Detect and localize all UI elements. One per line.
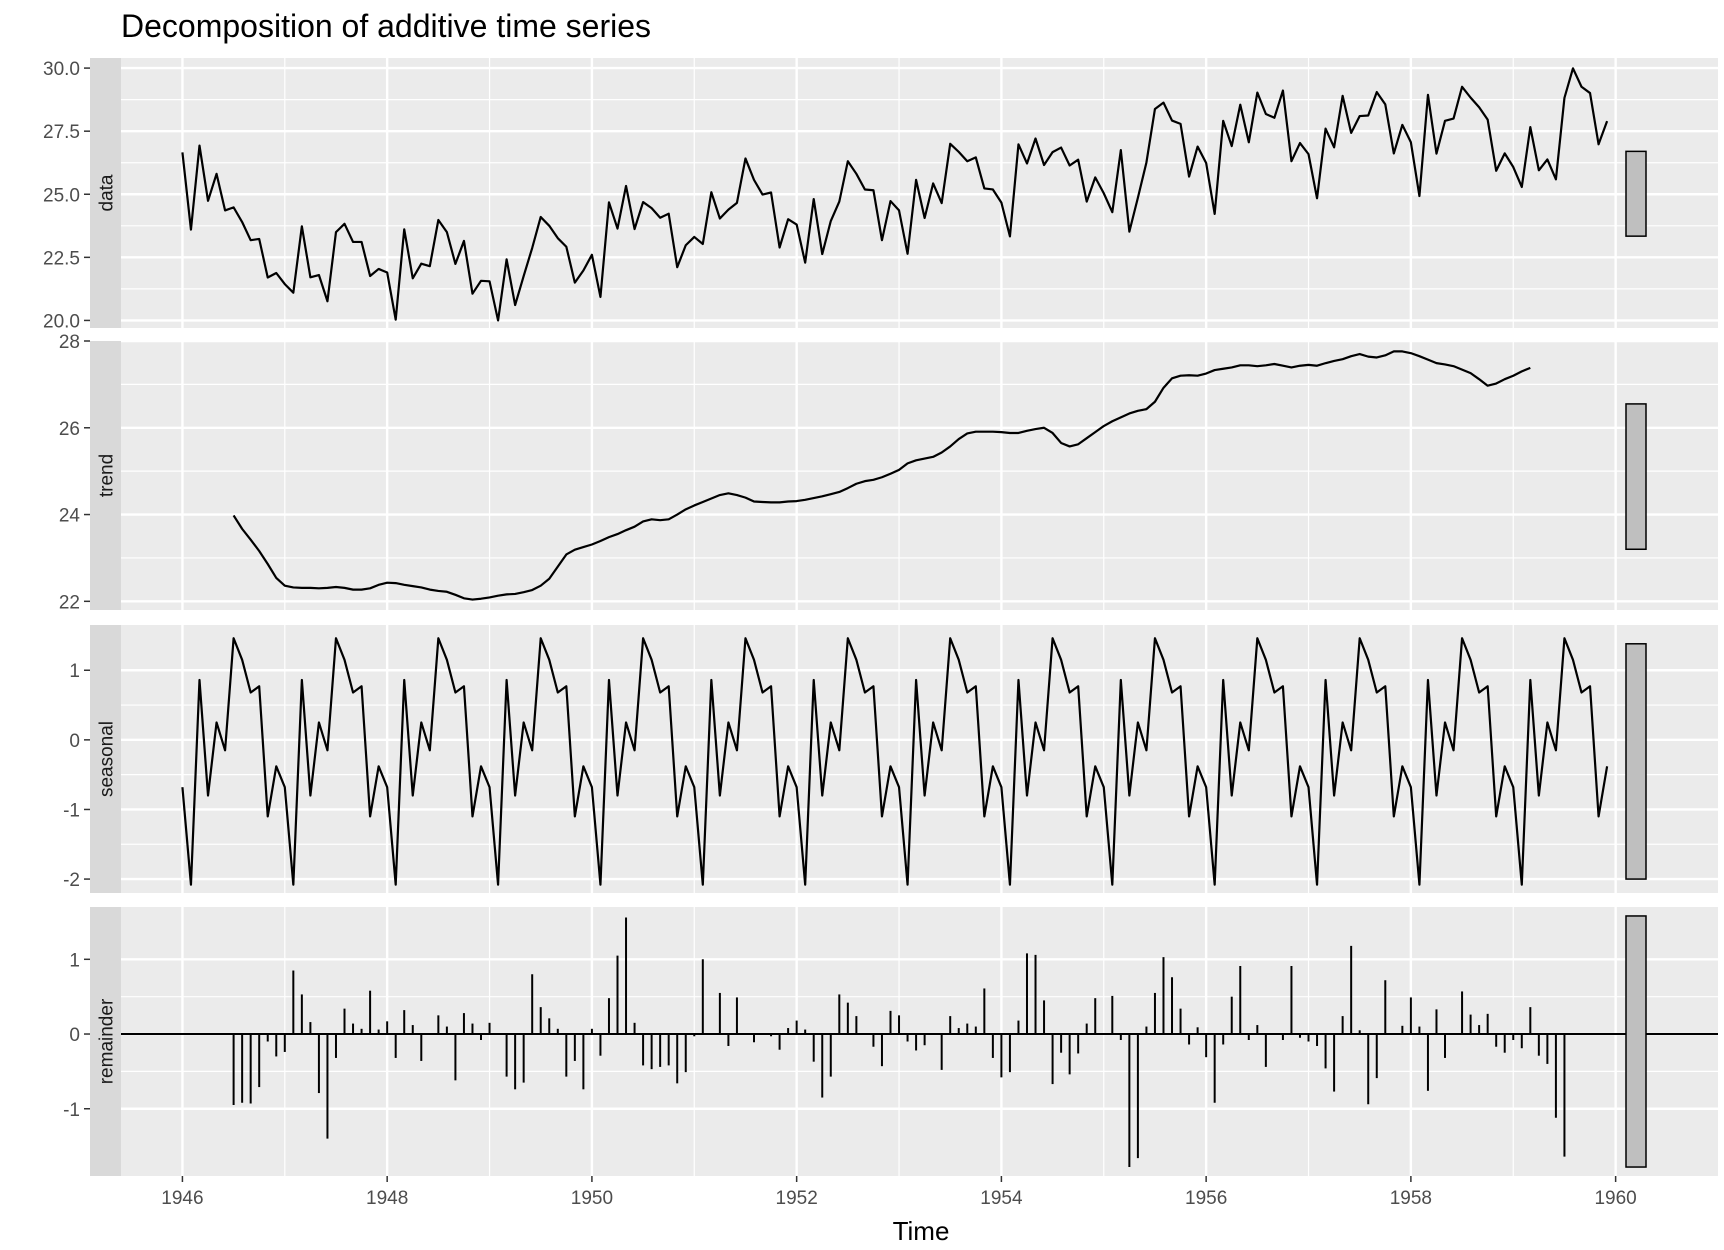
- y-tick-label: -1: [63, 800, 80, 821]
- y-tick-label: 1: [69, 950, 80, 971]
- x-axis: 1946 1948 1950 1952 1954 1956 1958 1960: [161, 1176, 1637, 1209]
- chart-title: Decomposition of additive time series: [121, 8, 651, 44]
- series-line-data: [181, 67, 1609, 322]
- panel-data: data 20.0 22.5 25.0 27.5 30.0: [43, 58, 1718, 332]
- panel-seasonal: seasonal -2 -1 0 1: [63, 625, 1718, 893]
- y-tick-label: 28: [59, 332, 80, 353]
- y-tick-label: 25.0: [43, 185, 80, 206]
- x-tick-label: 1950: [571, 1188, 613, 1209]
- y-tick-label: 26: [59, 419, 80, 440]
- x-tick-label: 1960: [1594, 1188, 1636, 1209]
- range-bar: [1625, 915, 1647, 1168]
- y-tick-label: -2: [63, 870, 80, 891]
- x-tick-label: 1954: [980, 1188, 1023, 1209]
- panel-strip: [90, 625, 121, 893]
- range-bar: [1625, 643, 1647, 880]
- y-tick-label: 22.5: [43, 248, 80, 269]
- y-tick-label: 1: [69, 661, 80, 682]
- strip-label-seasonal: seasonal: [97, 721, 118, 797]
- y-tick-label: -1: [63, 1100, 80, 1121]
- x-tick-label: 1952: [776, 1188, 818, 1209]
- series-line-trend: [232, 350, 1531, 601]
- panels-layer: data 20.0 22.5 25.0 27.5 30.0 trend 22 24 26 28 sea…: [43, 58, 1718, 1176]
- panel-background: [121, 907, 1718, 1176]
- x-tick-label: 1946: [161, 1188, 203, 1209]
- strip-label-data: data: [97, 174, 118, 211]
- y-tick-label: 24: [59, 506, 81, 527]
- y-tick-label: 0: [69, 731, 80, 752]
- y-tick-label: 27.5: [43, 122, 80, 143]
- panel-strip: [90, 907, 121, 1176]
- strip-label-remainder: remainder: [97, 998, 118, 1084]
- panel-strip: [90, 341, 121, 610]
- panel-strip: [90, 58, 121, 328]
- panel-background: [121, 625, 1718, 893]
- series-line-seasonal: [181, 637, 1609, 886]
- x-tick-label: 1958: [1390, 1188, 1432, 1209]
- y-tick-label: 30.0: [43, 59, 80, 80]
- strip-label-trend: trend: [97, 454, 118, 497]
- panel-background: [121, 341, 1718, 610]
- panel-trend: trend 22 24 26 28: [59, 332, 1718, 613]
- x-tick-label: 1956: [1185, 1188, 1227, 1209]
- y-tick-label: 22: [59, 592, 80, 613]
- x-axis-title: Time: [893, 1216, 950, 1246]
- range-bar: [1625, 150, 1647, 237]
- y-tick-label: 0: [69, 1025, 80, 1046]
- x-tick-label: 1948: [366, 1188, 408, 1209]
- range-bar: [1625, 403, 1647, 551]
- panel-remainder: remainder -1 0 1: [63, 907, 1718, 1176]
- y-tick-label: 20.0: [43, 311, 80, 332]
